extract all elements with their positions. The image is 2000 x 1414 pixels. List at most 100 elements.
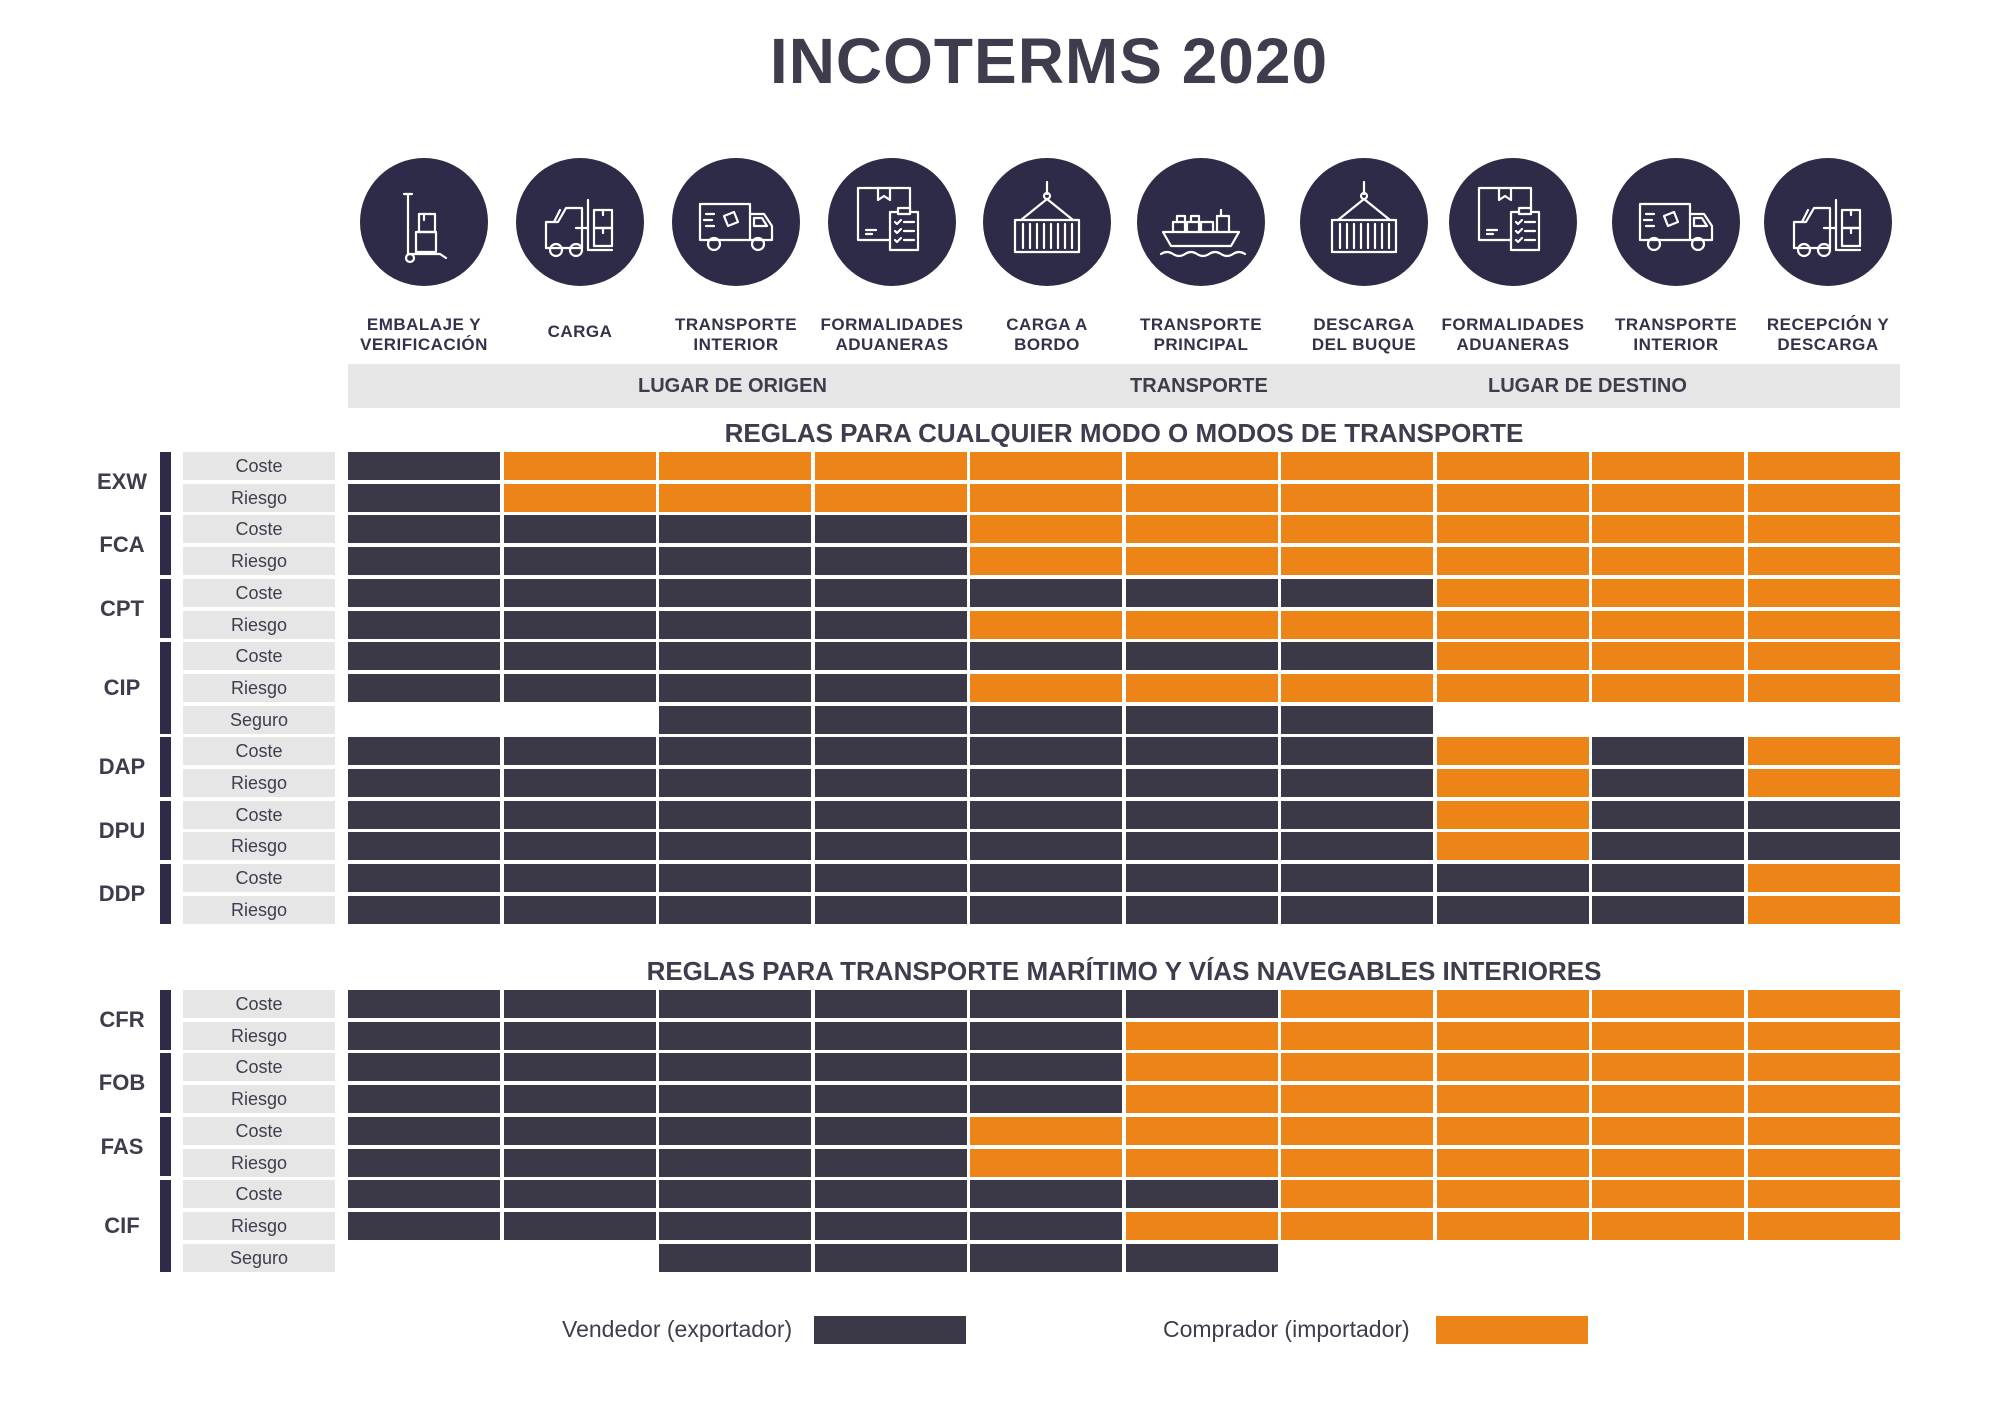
section-title: REGLAS PARA TRANSPORTE MARÍTIMO Y VÍAS N…: [646, 956, 1602, 986]
forklift-icon: [1764, 158, 1892, 286]
row-label: Seguro: [183, 1243, 335, 1272]
phase-destination: LUGAR DE DESTINO: [1488, 375, 1687, 397]
buyer-cell: [1281, 1085, 1433, 1114]
buyer-cell: [1747, 1211, 1900, 1240]
legend-seller-label: Vendedor (exportador): [562, 1316, 793, 1342]
buyer-cell: [1436, 673, 1589, 702]
buyer-cell: [1747, 1085, 1900, 1114]
seller-cell: [814, 1211, 967, 1240]
hand-truck-icon: [360, 158, 488, 286]
seller-cell: [1125, 705, 1278, 734]
buyer-cell: [1436, 1116, 1589, 1145]
seller-cell: [659, 832, 811, 861]
row-label: Riesgo: [183, 547, 335, 576]
buyer-cell: [814, 483, 967, 512]
seller-cell: [659, 642, 811, 671]
buyer-cell: [1125, 452, 1278, 480]
seller-cell: [970, 800, 1122, 829]
row-label: Coste: [183, 515, 335, 544]
seller-cell: [503, 673, 656, 702]
row-label: Coste: [183, 1053, 335, 1082]
column-label-line: INTERIOR: [1633, 335, 1719, 354]
buyer-cell: [1125, 610, 1278, 639]
buyer-cell: [1436, 1148, 1589, 1177]
seller-cell: [503, 737, 656, 766]
term-bar: [160, 452, 171, 512]
seller-cell: [1747, 800, 1900, 829]
buyer-cell: [1436, 1085, 1589, 1114]
buyer-cell: [1436, 547, 1589, 576]
buyer-cell: [1125, 1021, 1278, 1050]
phase-origin: LUGAR DE ORIGEN: [638, 375, 827, 397]
column-label-line: TRANSPORTE: [1614, 315, 1738, 334]
seller-cell: [814, 1021, 967, 1050]
seller-cell: [503, 800, 656, 829]
buyer-cell: [1436, 832, 1589, 861]
row-label: Riesgo: [183, 769, 335, 797]
seller-cell: [659, 737, 811, 766]
buyer-cell: [659, 483, 811, 512]
term-code: DPU: [98, 817, 146, 843]
seller-cell: [814, 800, 967, 829]
seller-cell: [1125, 642, 1278, 671]
buyer-cell: [1592, 452, 1744, 480]
buyer-cell: [1747, 1021, 1900, 1050]
column-label: FORMALIDADES ADUANERAS: [812, 315, 972, 355]
seller-cell: [659, 673, 811, 702]
seller-cell: [814, 578, 967, 607]
buyer-cell: [970, 452, 1122, 480]
seller-cell: [970, 705, 1122, 734]
buyer-cell: [1281, 1053, 1433, 1082]
seller-cell: [970, 895, 1122, 924]
seller-cell: [659, 800, 811, 829]
seller-cell: [1592, 737, 1744, 766]
buyer-cell: [1592, 483, 1744, 512]
buyer-cell: [1747, 769, 1900, 797]
seller-cell: [1592, 895, 1744, 924]
row-label: Coste: [183, 800, 335, 829]
seller-cell: [348, 610, 500, 639]
row-label: Riesgo: [183, 1021, 335, 1050]
column-label: TRANSPORTE PRINCIPAL: [1121, 315, 1281, 355]
buyer-cell: [970, 1148, 1122, 1177]
seller-cell: [348, 1148, 500, 1177]
buyer-cell: [1281, 515, 1433, 544]
seller-cell: [659, 1148, 811, 1177]
buyer-cell: [503, 483, 656, 512]
buyer-cell: [970, 547, 1122, 576]
seller-cell: [1125, 578, 1278, 607]
buyer-cell: [970, 673, 1122, 702]
row-label: Riesgo: [183, 1085, 335, 1114]
seller-cell: [659, 769, 811, 797]
section-title: REGLAS PARA CUALQUIER MODO O MODOS DE TR…: [724, 418, 1524, 448]
seller-cell: [348, 800, 500, 829]
seller-cell: [503, 769, 656, 797]
term-bar: [160, 578, 171, 639]
seller-cell: [1281, 737, 1433, 766]
term-code: CIP: [103, 674, 141, 700]
seller-cell: [1125, 769, 1278, 797]
seller-cell: [348, 737, 500, 766]
row-label: Coste: [183, 864, 335, 893]
column-label-line: FORMALIDADES: [1441, 315, 1585, 334]
seller-cell: [1281, 578, 1433, 607]
row-label: Riesgo: [183, 895, 335, 924]
seller-cell: [970, 737, 1122, 766]
seller-cell: [814, 864, 967, 893]
buyer-cell: [1436, 990, 1589, 1018]
buyer-cell: [1592, 1053, 1744, 1082]
seller-cell: [659, 547, 811, 576]
forklift-icon: [516, 158, 644, 286]
buyer-cell: [1747, 737, 1900, 766]
buyer-cell: [1747, 610, 1900, 639]
seller-cell: [659, 610, 811, 639]
seller-cell: [348, 864, 500, 893]
term-code: FAS: [100, 1133, 144, 1159]
buyer-cell: [1747, 864, 1900, 893]
column-label: RECEPCIÓN Y DESCARGA: [1748, 315, 1908, 355]
seller-cell: [814, 610, 967, 639]
buyer-cell: [1281, 1116, 1433, 1145]
column-label: FORMALIDADES ADUANERAS: [1433, 315, 1593, 355]
seller-cell: [1436, 895, 1589, 924]
seller-cell: [814, 673, 967, 702]
